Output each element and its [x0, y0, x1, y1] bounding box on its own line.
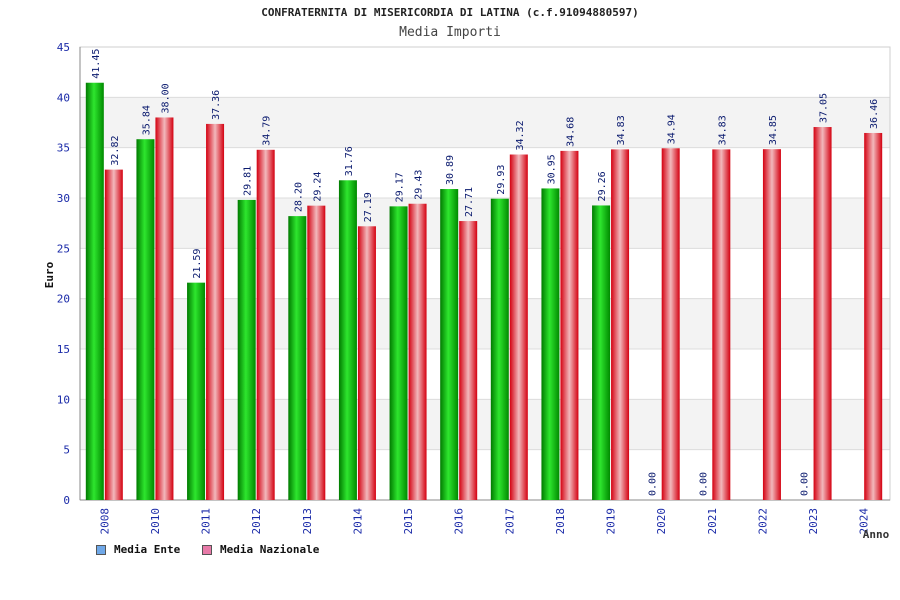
data-label: 29.24: [312, 172, 323, 202]
data-label: 35.84: [141, 105, 152, 135]
bar-nazionale: [459, 221, 478, 500]
data-label: 41.45: [91, 49, 102, 79]
data-label: 29.26: [597, 171, 608, 201]
legend-item-media-ente: Media Ente: [96, 543, 180, 556]
data-label: 31.76: [344, 146, 355, 176]
bar-nazionale: [762, 149, 781, 500]
y-tick-label: 35: [57, 142, 70, 155]
bar-ente: [592, 205, 611, 500]
x-tick-label: 2013: [301, 508, 314, 535]
data-label: 29.81: [243, 166, 254, 196]
bar-ente: [187, 282, 206, 500]
bar-ente: [338, 180, 357, 501]
x-tick-label: 2019: [605, 508, 618, 535]
bar-ente: [389, 206, 408, 500]
y-tick-label: 5: [63, 444, 70, 457]
y-tick-label: 30: [57, 192, 70, 205]
bar-ente: [288, 216, 307, 500]
chart-title: CONFRATERNITA DI MISERICORDIA DI LATINA …: [261, 6, 639, 19]
x-tick-label: 2012: [250, 508, 263, 535]
data-label: 34.79: [262, 116, 273, 146]
data-label: 27.19: [363, 192, 374, 222]
bar-ente: [237, 199, 256, 501]
data-label: 0.00: [648, 472, 659, 496]
data-label: 30.95: [546, 154, 557, 184]
data-label: 38.00: [160, 83, 171, 113]
bar-nazionale: [509, 154, 528, 500]
bar-nazionale: [357, 226, 376, 500]
x-tick-label: 2017: [503, 508, 516, 535]
legend-item-media-nazionale: Media Nazionale: [202, 543, 319, 556]
data-label: 34.85: [768, 115, 779, 145]
bar-ente: [440, 189, 459, 501]
data-label: 37.05: [819, 93, 830, 123]
x-tick-label: 2018: [554, 508, 567, 535]
data-label: 34.94: [667, 114, 678, 144]
bar-ente: [490, 198, 509, 501]
bar-nazionale: [611, 149, 630, 501]
data-label: 0.00: [800, 472, 811, 496]
data-label: 36.46: [869, 99, 880, 129]
plot-band: [80, 47, 890, 98]
data-label: 29.43: [414, 170, 425, 200]
bar-nazionale: [307, 205, 326, 500]
x-tick-label: 2011: [200, 508, 213, 535]
x-tick-label: 2016: [453, 508, 466, 535]
bar-nazionale: [661, 148, 680, 500]
data-label: 21.59: [192, 249, 203, 279]
y-tick-label: 45: [57, 41, 70, 54]
bar-nazionale: [155, 117, 174, 500]
x-axis-title: Anno: [863, 528, 890, 541]
y-tick-label: 40: [57, 91, 70, 104]
bar-nazionale: [813, 127, 832, 500]
y-tick-label: 15: [57, 343, 70, 356]
bar-nazionale: [712, 149, 731, 501]
data-label: 34.83: [616, 115, 627, 145]
legend-swatch-ente: [96, 544, 106, 555]
x-tick-label: 2008: [98, 508, 111, 535]
bar-nazionale: [408, 203, 427, 500]
y-tick-label: 20: [57, 293, 70, 306]
bar-ente: [541, 188, 560, 501]
bar-ente: [136, 139, 155, 500]
bar-nazionale: [864, 132, 883, 500]
data-label: 29.93: [496, 165, 507, 195]
legend-label-nazionale: Media Nazionale: [220, 543, 320, 556]
x-tick-label: 2014: [351, 508, 364, 535]
data-label: 34.68: [565, 117, 576, 147]
data-label: 28.20: [293, 182, 304, 212]
legend-label-ente: Media Ente: [114, 543, 181, 556]
bar-nazionale: [256, 149, 275, 500]
bar-ente: [85, 82, 104, 500]
y-tick-label: 0: [63, 494, 70, 507]
data-label: 30.89: [445, 155, 456, 185]
legend-swatch-nazionale: [202, 544, 212, 555]
data-label: 34.32: [515, 120, 526, 150]
x-tick-label: 2022: [756, 508, 769, 535]
y-tick-label: 25: [57, 242, 70, 255]
data-label: 34.83: [717, 115, 728, 145]
x-tick-label: 2024: [858, 508, 871, 535]
x-tick-label: 2015: [402, 508, 415, 535]
x-tick-label: 2021: [706, 508, 719, 535]
data-label: 32.82: [110, 136, 121, 166]
chart-subtitle: Media Importi: [399, 25, 501, 40]
data-label: 27.71: [464, 187, 475, 217]
data-label: 0.00: [698, 472, 709, 496]
bar-nazionale: [560, 150, 579, 500]
data-label: 29.17: [395, 172, 406, 202]
bar-nazionale: [206, 123, 225, 500]
x-tick-label: 2023: [807, 508, 820, 535]
data-label: 37.36: [211, 90, 222, 120]
y-tick-label: 10: [57, 393, 70, 406]
bar-nazionale: [104, 169, 123, 500]
y-axis-title: Euro: [43, 261, 56, 288]
x-tick-label: 2010: [149, 508, 162, 535]
x-tick-label: 2020: [655, 508, 668, 535]
